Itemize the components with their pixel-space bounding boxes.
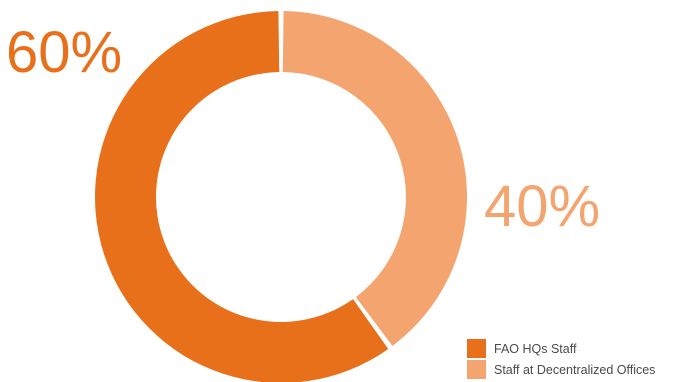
legend-swatch (467, 360, 486, 379)
slice-label-fao-hqs-staff: 60% (6, 20, 122, 85)
legend: FAO HQs Staff Staff at Decentralized Off… (467, 338, 655, 380)
legend-swatch (467, 339, 486, 358)
donut-slices (95, 11, 467, 382)
legend-label: Staff at Decentralized Offices (494, 362, 656, 377)
legend-label: FAO HQs Staff (494, 341, 577, 356)
legend-item-decentralized-staff: Staff at Decentralized Offices (467, 359, 655, 380)
slice-label-decentralized-staff: 40% (484, 174, 600, 239)
slice-decentralized-staff (282, 11, 467, 346)
legend-item-fao-hqs-staff: FAO HQs Staff (467, 338, 655, 359)
slice-fao-hqs-staff (95, 11, 389, 382)
